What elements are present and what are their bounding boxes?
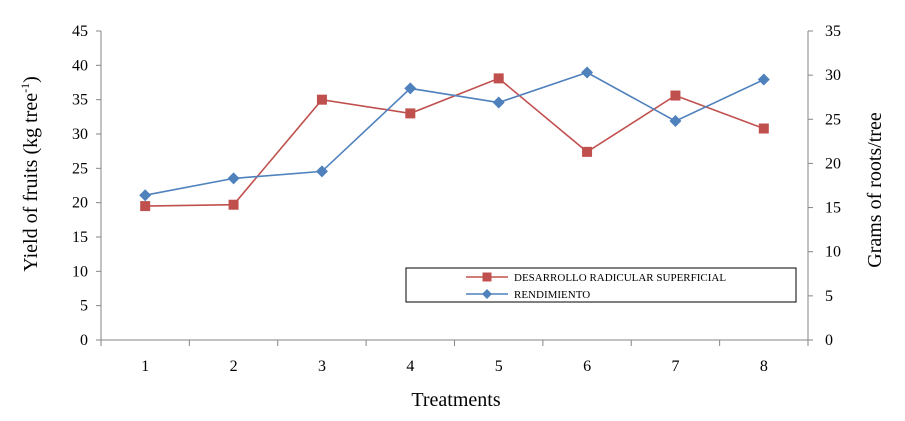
data-point-rendimiento (492, 96, 505, 109)
data-point-desarrollo (670, 90, 681, 101)
right-tick-label: 20 (825, 155, 841, 172)
x-tick-label: 8 (760, 358, 768, 375)
right-axis-title: Grams of roots/tree (864, 112, 886, 268)
series-layer (139, 66, 770, 212)
left-tick-label: 35 (72, 92, 88, 109)
right-tick-label: 30 (825, 67, 841, 84)
legend-entry-desarrollo: DESARROLLO RADICULAR SUPERFICIAL (466, 272, 726, 284)
left-axis-title-main: Yield of fruits (kg tree (20, 93, 42, 272)
x-tick-label: 2 (230, 358, 238, 375)
left-tick-label: 45 (72, 23, 88, 40)
x-axis-title: Treatments (411, 389, 500, 411)
left-tick-label: 5 (80, 298, 88, 315)
left-tick-label: 10 (72, 263, 88, 280)
x-tick-label: 4 (406, 358, 414, 375)
legend-label-desarrollo: DESARROLLO RADICULAR SUPERFICIAL (514, 272, 726, 284)
left-tick-label: 20 (72, 195, 88, 212)
data-point-desarrollo (493, 73, 504, 84)
data-point-rendimiento (404, 82, 417, 95)
right-tick-label: 25 (825, 111, 841, 128)
data-point-desarrollo (582, 146, 593, 157)
data-point-rendimiento (757, 73, 770, 86)
legend-box (405, 267, 797, 303)
data-point-desarrollo (405, 108, 416, 119)
left-axis-title-end: ) (20, 76, 42, 83)
x-tick-label: 6 (583, 358, 591, 375)
legend: DESARROLLO RADICULAR SUPERFICIAL RENDIMI… (405, 267, 797, 303)
legend-entry-rendimiento: RENDIMIENTO (466, 289, 590, 301)
right-tick-label: 15 (825, 200, 841, 217)
left-tick-label: 40 (72, 57, 88, 74)
data-point-rendimiento (227, 172, 240, 185)
data-point-desarrollo (228, 199, 239, 210)
left-axis-title: Yield of fruits (kg tree-1) (18, 76, 42, 272)
left-tick-label: 15 (72, 229, 88, 246)
right-tick-label: 0 (825, 332, 833, 349)
left-tick-label: 30 (72, 126, 88, 143)
legend-marker-desarrollo (482, 272, 492, 282)
data-point-rendimiento (315, 165, 328, 178)
right-tick-label: 5 (825, 288, 833, 305)
legend-label-rendimiento: RENDIMIENTO (514, 289, 590, 301)
data-point-rendimiento (669, 115, 682, 128)
data-point-desarrollo (140, 201, 151, 212)
right-tick-label: 10 (825, 244, 841, 261)
left-axis-title-superscript: -1 (18, 83, 32, 93)
right-tick-label: 35 (825, 23, 841, 40)
left-tick-label: 25 (72, 160, 88, 177)
left-tick-label: 0 (80, 332, 88, 349)
data-point-rendimiento (139, 189, 152, 202)
data-point-desarrollo (316, 94, 327, 105)
x-tick-label: 5 (495, 358, 503, 375)
data-point-desarrollo (758, 123, 769, 134)
data-point-rendimiento (581, 66, 594, 79)
x-tick-label: 7 (671, 358, 679, 375)
legend-marker-rendimiento (482, 289, 492, 299)
series-line-rendimiento (145, 71, 765, 196)
x-tick-label: 1 (141, 358, 149, 375)
x-tick-label: 3 (318, 358, 326, 375)
